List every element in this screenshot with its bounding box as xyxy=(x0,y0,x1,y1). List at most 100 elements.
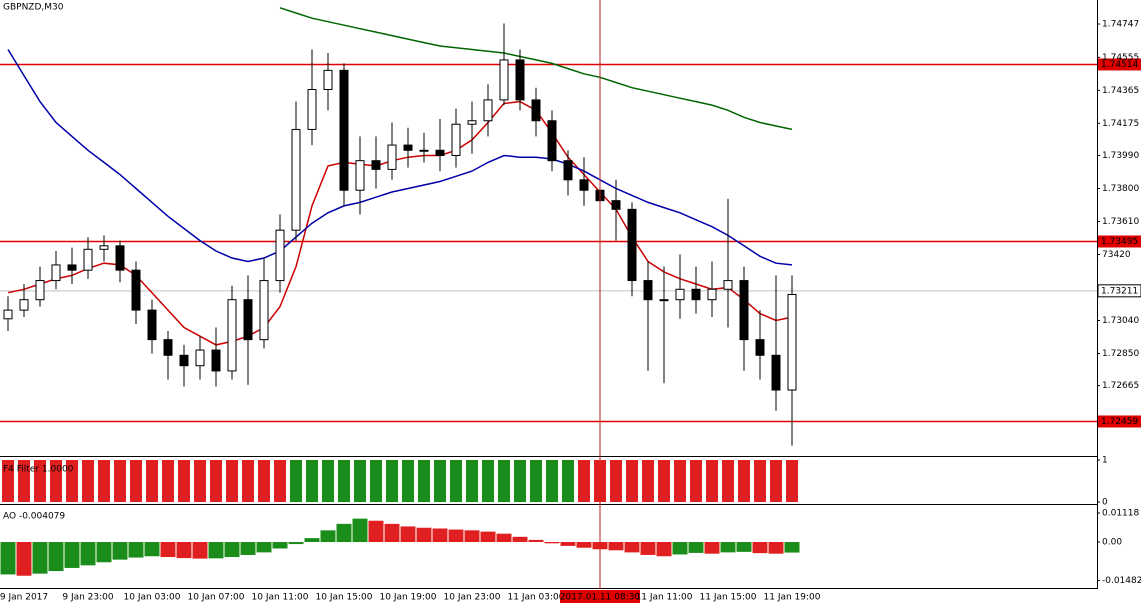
indicator-bar xyxy=(352,518,368,542)
y-tick-label: 1.72850 xyxy=(1102,349,1139,359)
indicator-bar xyxy=(562,460,574,502)
indicator-bar xyxy=(144,541,160,557)
candle-body xyxy=(739,280,749,341)
indicator-bar xyxy=(114,460,126,502)
indicator-bar xyxy=(754,460,766,502)
indicator-bar xyxy=(448,529,464,542)
moving-average xyxy=(7,49,793,266)
candle-body xyxy=(67,264,77,271)
y-tick-label: 1.74555 xyxy=(1102,53,1139,63)
level-tag-label: 1.72459 xyxy=(1101,417,1138,427)
x-tick-label: 10 Jan 15:00 xyxy=(316,593,373,603)
candle-body xyxy=(387,144,397,170)
candle-body xyxy=(403,144,413,151)
indicator-bar xyxy=(770,460,782,502)
indicator-bar xyxy=(432,528,448,542)
indicator-bar xyxy=(434,460,446,502)
candle-body xyxy=(771,354,781,391)
indicator-bar xyxy=(592,541,608,550)
candle-body xyxy=(115,245,125,271)
indicator-bar xyxy=(688,541,704,553)
indicator-bar xyxy=(48,541,64,572)
indicator-bar xyxy=(386,460,398,502)
indicator-bar xyxy=(98,460,110,502)
indicator-bar xyxy=(544,541,560,544)
indicator-bar xyxy=(578,460,590,502)
indicator-bar xyxy=(642,460,654,502)
indicator-bar xyxy=(498,460,510,502)
indicator-bar xyxy=(610,460,622,502)
price-tag-label: 1.73211 xyxy=(1101,286,1138,296)
x-tick-label: 10 Jan 03:00 xyxy=(124,593,181,603)
indicator-bar xyxy=(322,460,334,502)
indicator-bar xyxy=(672,541,688,555)
indicator-bar xyxy=(608,541,624,551)
indicator-bar xyxy=(752,541,768,554)
candle-body xyxy=(355,160,365,191)
indicator-bar xyxy=(450,460,462,502)
candle-body xyxy=(579,179,589,191)
indicator-bar xyxy=(464,530,480,542)
level-tag-label: 1.74514 xyxy=(1101,60,1138,70)
indicator-bar xyxy=(720,541,736,553)
indicator-bar xyxy=(594,460,606,502)
candle-body xyxy=(291,128,301,231)
x-tick-label: 2017.01.11 08:30 xyxy=(560,593,641,603)
indicator-bar xyxy=(674,460,686,502)
candle-body xyxy=(371,160,381,170)
indicator-bar xyxy=(112,541,128,560)
indicator-bar xyxy=(768,541,784,554)
y-tick-label: 1.73990 xyxy=(1102,151,1139,161)
indicator-bar xyxy=(80,541,96,566)
indicator-bar xyxy=(16,541,32,576)
indicator-bar xyxy=(34,460,46,502)
indicator-bar xyxy=(82,460,94,502)
indicator-bar xyxy=(338,460,350,502)
price-tag xyxy=(1097,284,1141,298)
indicator-bar xyxy=(690,460,702,502)
candle-body xyxy=(99,245,109,250)
candle-body xyxy=(259,280,269,341)
candle-body xyxy=(3,309,13,320)
indicator-bar xyxy=(624,541,640,553)
x-tick-label: 10 Jan 19:00 xyxy=(380,593,437,603)
y-tick-label: 73420 xyxy=(1102,250,1131,260)
indicator-bar xyxy=(256,541,272,553)
candle-body xyxy=(787,293,797,391)
y-tick-label: 1.72665 xyxy=(1102,381,1139,391)
candle-body xyxy=(611,200,621,210)
indicator-bar xyxy=(320,530,336,542)
indicator-bar xyxy=(178,460,190,502)
y-tick-label: -0.014825 xyxy=(1102,576,1141,586)
indicator-bar xyxy=(50,460,62,502)
x-tick-label: 10 Jan 11:00 xyxy=(252,593,309,603)
x-tick-label: 11 Jan 11:00 xyxy=(636,593,693,603)
indicator-bar xyxy=(384,523,400,542)
indicator-bar xyxy=(194,460,206,502)
candle-body xyxy=(467,120,477,125)
indicator-bar xyxy=(130,460,142,502)
level-tag xyxy=(1098,415,1141,428)
indicator-bar xyxy=(736,541,752,552)
candle-body xyxy=(211,349,221,372)
candle-body xyxy=(435,149,445,156)
y-tick-label: 0.01118 xyxy=(1102,508,1139,518)
indicator-bar xyxy=(96,541,112,563)
candle-body xyxy=(227,299,237,372)
crosshair-time-tag xyxy=(560,590,640,603)
indicator-bar xyxy=(242,460,254,502)
panel-title: GBPNZD,M30 xyxy=(3,3,64,13)
indicator-bar xyxy=(416,527,432,542)
candle-body xyxy=(147,309,157,341)
indicator-bar xyxy=(784,541,800,553)
indicator-bar xyxy=(370,460,382,502)
candle-body xyxy=(451,123,461,156)
indicator-bar xyxy=(514,460,526,502)
indicator-bar xyxy=(208,541,224,559)
candle-body xyxy=(19,299,29,311)
indicator-bar xyxy=(546,460,558,502)
candle-body xyxy=(419,149,429,152)
candle-body xyxy=(131,269,141,311)
panel-title: AO -0.004079 xyxy=(3,512,65,522)
moving-average xyxy=(279,7,793,131)
